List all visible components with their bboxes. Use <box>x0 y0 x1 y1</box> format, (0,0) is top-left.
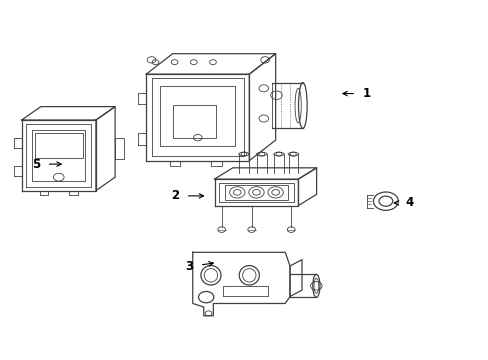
Bar <box>172 105 215 138</box>
Bar <box>224 185 287 200</box>
Text: 5: 5 <box>32 158 40 171</box>
Text: 1: 1 <box>362 87 370 100</box>
Text: 3: 3 <box>185 260 193 273</box>
Text: 2: 2 <box>171 189 179 202</box>
Bar <box>160 86 234 146</box>
Text: 4: 4 <box>405 197 413 210</box>
Bar <box>35 134 83 158</box>
Bar <box>32 130 85 181</box>
